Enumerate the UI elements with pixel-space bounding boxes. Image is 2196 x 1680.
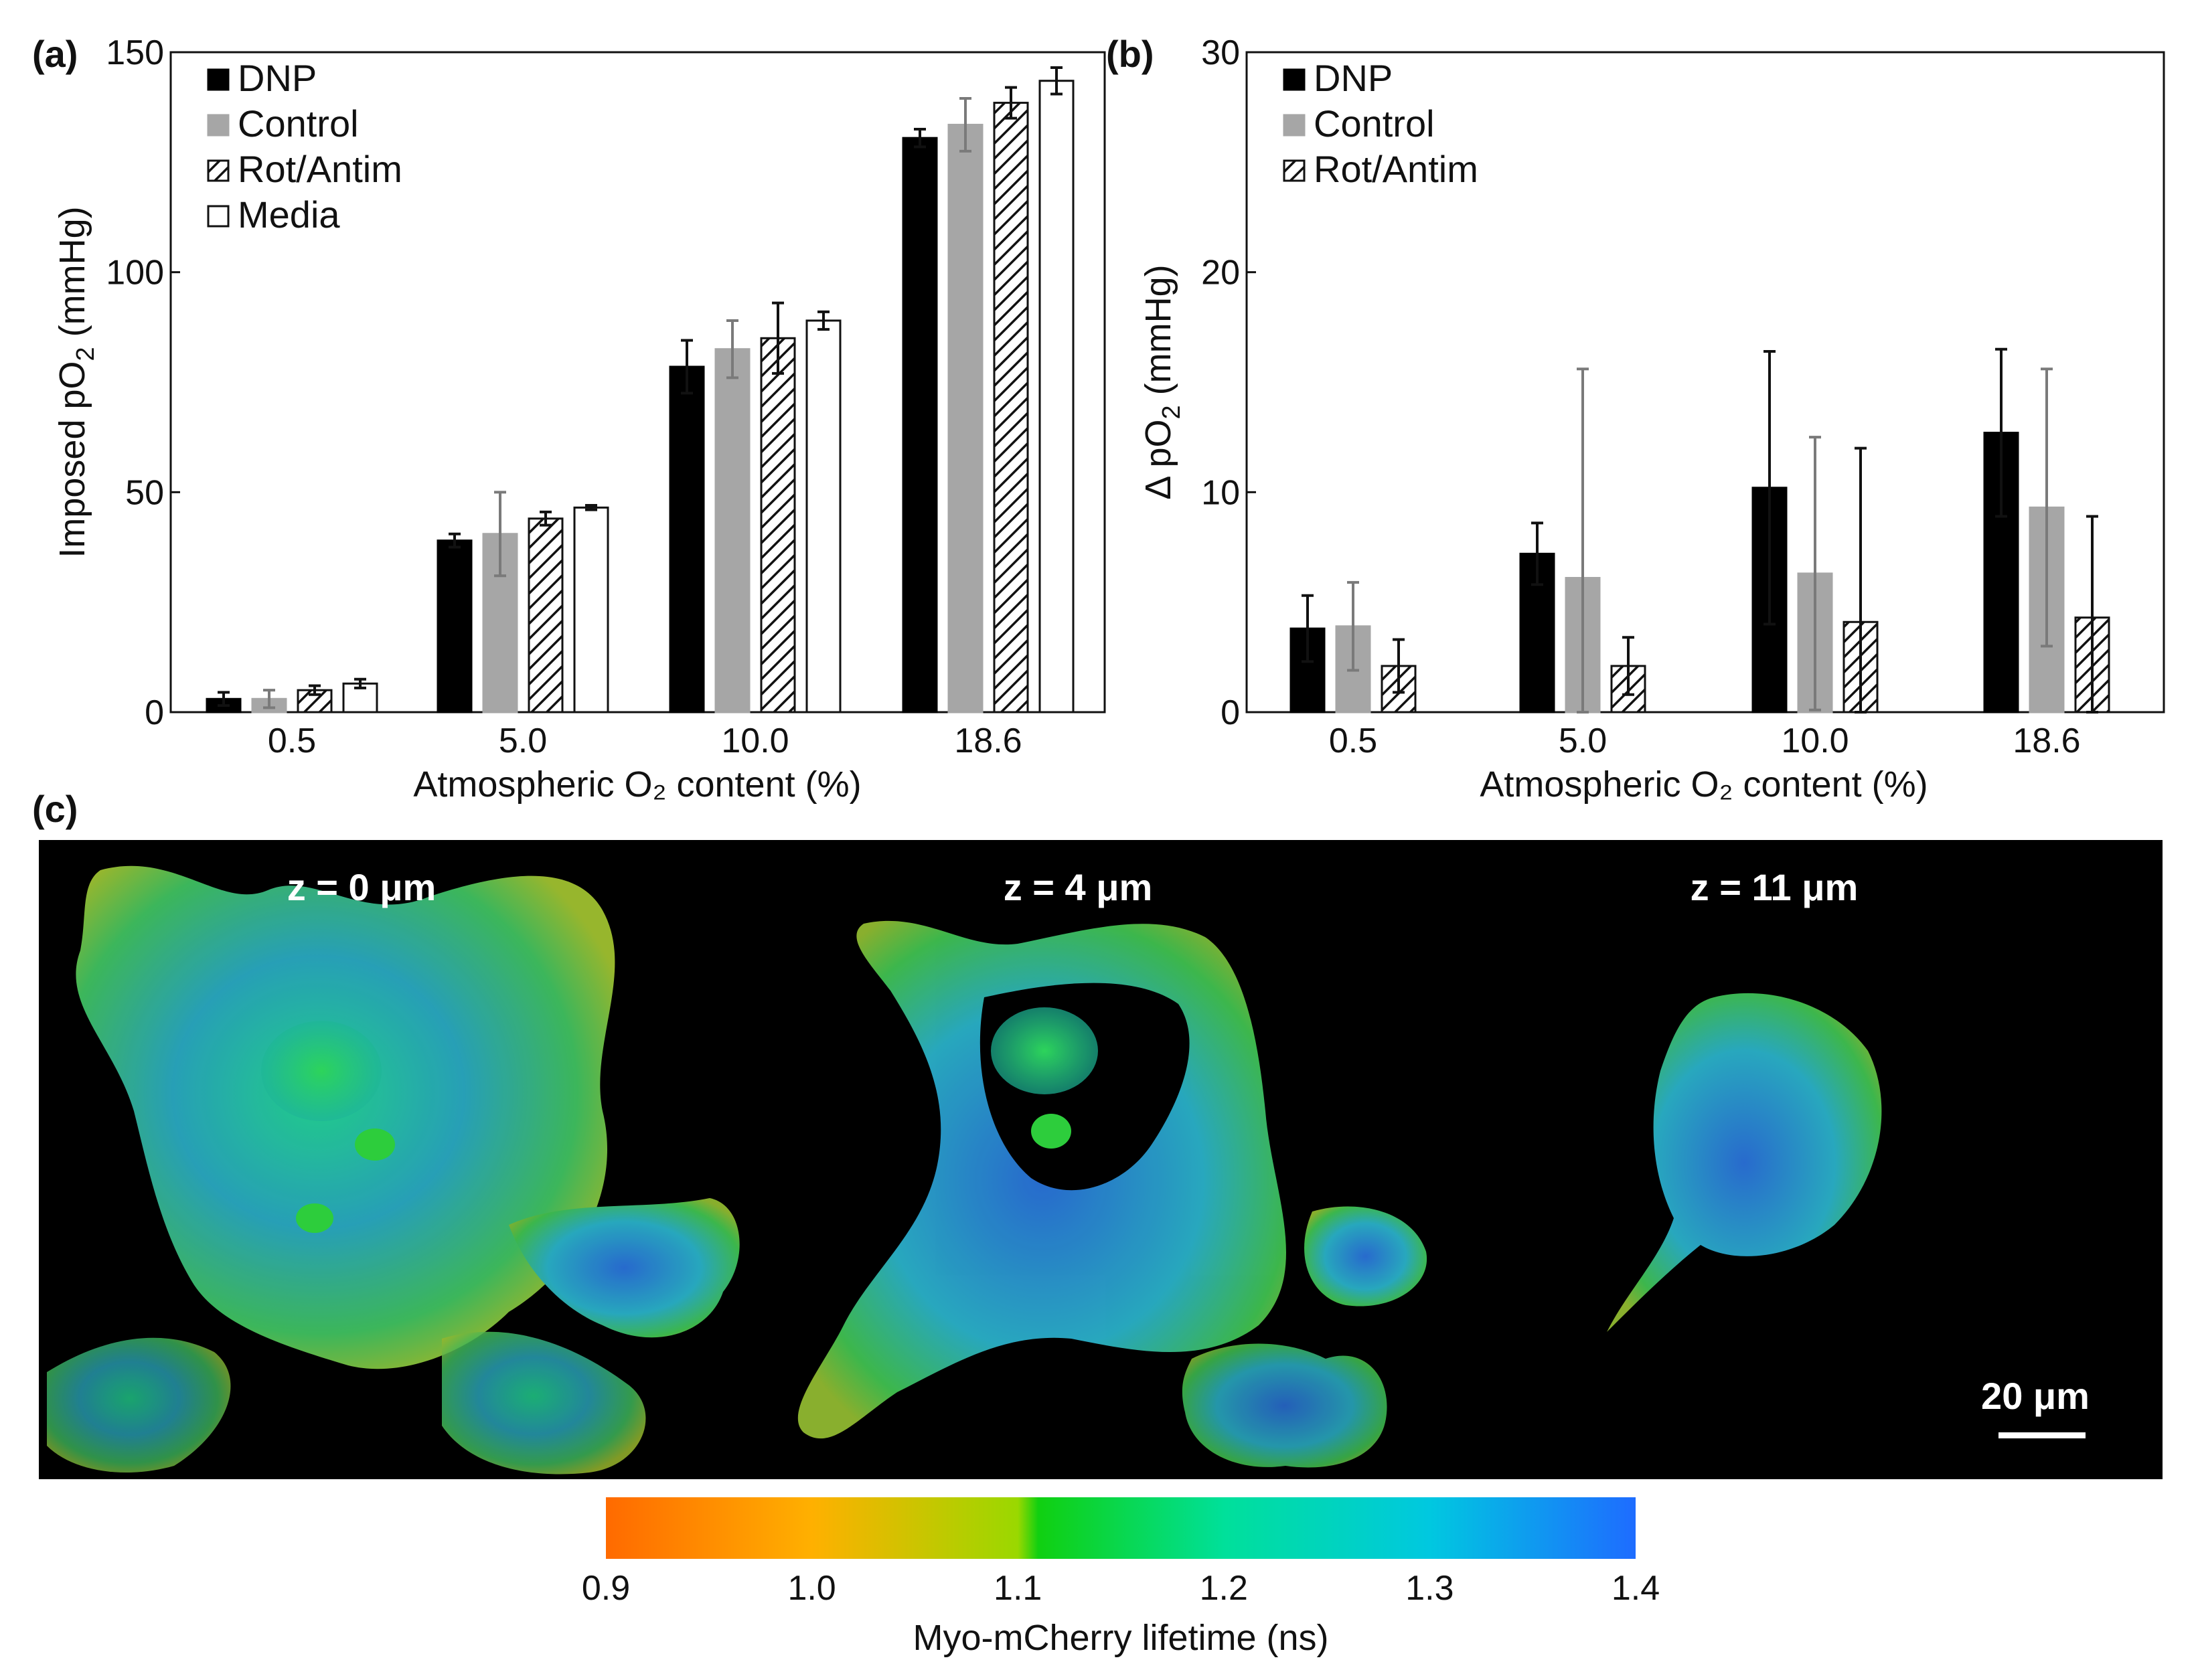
- panel-b-y-ticks: 0 10 20 30: [1201, 33, 1256, 732]
- panel-b-label: (b): [1106, 33, 1154, 75]
- colorbar-tick-label: 1.3: [1405, 1569, 1454, 1608]
- colorbar-tick-label: 1.2: [1200, 1569, 1248, 1608]
- bar-rot-antim: [297, 689, 333, 713]
- panel-b-ylabel-unit: (mmHg): [1138, 264, 1178, 405]
- legend-label: Rot/Antim: [1314, 148, 1478, 190]
- y-tick-label: 10: [1201, 473, 1240, 512]
- colorbar: [606, 1497, 1636, 1559]
- panel-a-y-ticks: 0 50 100 150: [106, 33, 180, 732]
- y-tick-label: 30: [1201, 33, 1240, 72]
- panel-c: (c) z = 0 μm z = 4 μm z = 11 μm 20 μm: [32, 788, 2163, 1658]
- y-tick-label: 0: [145, 693, 164, 732]
- legend-swatch: [1283, 159, 1306, 182]
- panel-a-x-ticks: 0.5 5.0 10.0 18.6: [268, 722, 1022, 760]
- cell-image-z0: [47, 865, 740, 1475]
- x-tick-label: 0.5: [1329, 722, 1377, 760]
- cell-image-z11: [1607, 993, 1882, 1332]
- legend-swatch: [207, 68, 230, 91]
- panel-b-ylabel-main: Δ pO: [1138, 419, 1178, 499]
- legend-swatch: [1283, 114, 1306, 137]
- colorbar-tick-label: 1.0: [787, 1569, 836, 1608]
- panel-a-ylabel-sub: 2: [72, 347, 100, 361]
- colorbar-tick-label: 0.9: [582, 1569, 630, 1608]
- legend-swatch: [207, 159, 230, 182]
- panel-b-x-ticks: 0.5 5.0 10.0 18.6: [1329, 722, 2081, 760]
- x-tick-label: 18.6: [954, 722, 1022, 760]
- legend-swatch: [207, 205, 230, 228]
- panel-b-plot-frame: [1245, 51, 2165, 713]
- panel-b-y-axis-title: Δ pO2 (mmHg): [1138, 264, 1186, 499]
- y-tick-label: 50: [125, 473, 164, 512]
- x-tick-label: 5.0: [499, 722, 547, 760]
- legend-label: Control: [1314, 102, 1435, 145]
- panel-a-ylabel-unit: (mmHg): [52, 206, 92, 347]
- colorbar-ticks: 0.9 1.0 1.1 1.2 1.3 1.4: [582, 1569, 1660, 1608]
- panel-b-x-axis-title: Atmospheric O₂ content (%): [1480, 764, 1928, 805]
- panel-a-y-axis-title: Imposed pO2 (mmHg): [52, 206, 100, 558]
- y-tick-label: 0: [1221, 693, 1240, 732]
- legend-label: Media: [238, 193, 340, 236]
- colorbar-label: Myo-mCherry lifetime (ns): [913, 1618, 1328, 1658]
- panel-b-bars: [1289, 347, 2110, 713]
- bar-dnp: [669, 365, 705, 713]
- legend-label: DNP: [238, 57, 317, 99]
- bar-control: [947, 123, 984, 713]
- x-tick-label: 5.0: [1559, 722, 1607, 760]
- panel-a-bars: [206, 66, 1075, 713]
- y-tick-label: 100: [106, 254, 164, 292]
- colorbar-tick-label: 1.4: [1612, 1569, 1660, 1608]
- legend-label: Control: [238, 102, 359, 145]
- scale-bar-label: 20 μm: [1981, 1375, 2090, 1417]
- colorbar-tick-label: 1.1: [994, 1569, 1042, 1608]
- legend-swatch: [1283, 68, 1306, 91]
- legend-swatch: [207, 114, 230, 137]
- panel-c-label: (c): [32, 788, 78, 830]
- panel-a: (a) 0 50 100 150 0.5 5.0 10.0 18.6 Atmospheric…: [32, 33, 1106, 805]
- panel-b-ylabel-sub: 2: [1158, 405, 1186, 419]
- bar-dnp: [902, 137, 938, 713]
- bar-media: [1038, 80, 1075, 713]
- slice-label-z11: z = 11 μm: [1691, 866, 1859, 908]
- y-tick-label: 20: [1201, 254, 1240, 292]
- bar-media: [805, 319, 842, 713]
- scale-bar: [1998, 1432, 2086, 1438]
- legend-label: DNP: [1314, 57, 1393, 99]
- cell-image-z4: [797, 920, 1427, 1468]
- panel-a-ylabel-main: Imposed pO: [52, 361, 92, 558]
- bar-control: [714, 348, 751, 713]
- slice-label-z4: z = 4 μm: [1004, 866, 1153, 908]
- panel-a-x-axis-title: Atmospheric O₂ content (%): [413, 764, 861, 805]
- x-tick-label: 10.0: [1781, 722, 1849, 760]
- slice-label-z0: z = 0 μm: [287, 866, 437, 908]
- bar-rot-antim: [760, 337, 796, 713]
- x-tick-label: 10.0: [721, 722, 789, 760]
- panel-b: (b) 0 10 20 30 0.5 5.0 10.0 18.6 Atmospheric O…: [1106, 33, 2165, 805]
- panel-a-plot-frame: [169, 51, 1106, 713]
- y-tick-label: 150: [106, 33, 164, 72]
- bar-dnp: [437, 539, 473, 713]
- x-tick-label: 0.5: [268, 722, 316, 760]
- bar-rot-antim: [993, 102, 1029, 713]
- legend-label: Rot/Antim: [238, 148, 402, 190]
- bar-media: [573, 506, 609, 713]
- x-tick-label: 18.6: [2013, 722, 2080, 760]
- panel-a-label: (a): [32, 33, 78, 75]
- bar-rot-antim: [528, 517, 564, 713]
